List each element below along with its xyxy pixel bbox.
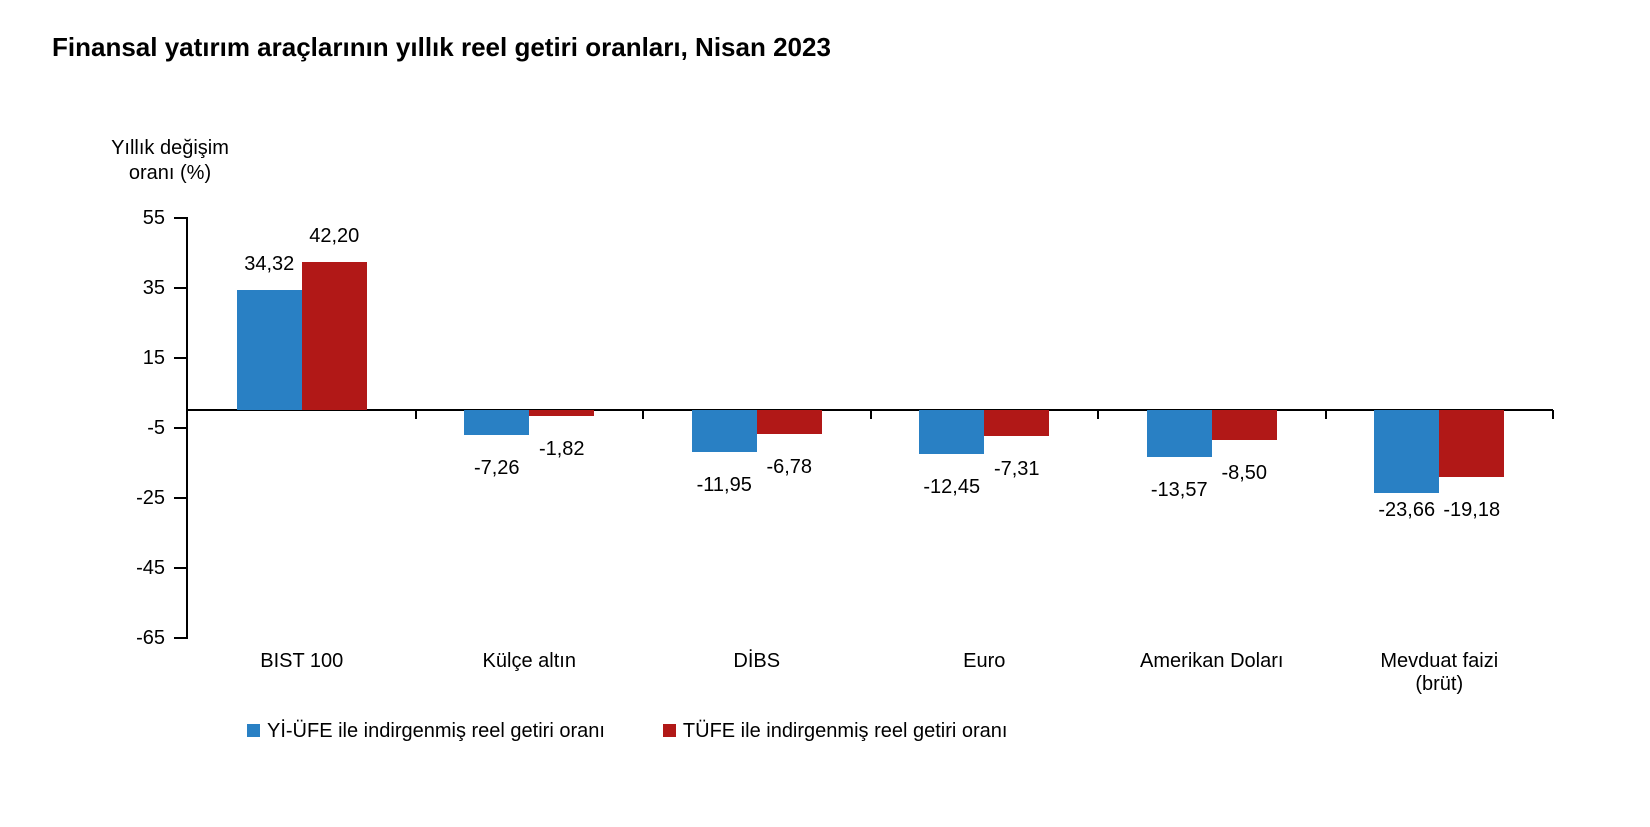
- legend-item-yiufe: Yİ-ÜFE ile indirgenmiş reel getiri oranı: [247, 719, 605, 743]
- legend-item-tufe: TÜFE ile indirgenmiş reel getiri oranı: [662, 719, 1008, 743]
- chart-title: Finansal yatırım araçlarının yıllık reel…: [52, 32, 831, 62]
- category-label: Euro: [963, 650, 1006, 672]
- x-axis-tick: [869, 410, 872, 419]
- x-axis-tick: [1324, 410, 1327, 419]
- y-axis-tick-label: -25: [136, 486, 165, 509]
- value-label: -7,31: [993, 457, 1040, 480]
- value-label: -8,50: [1221, 461, 1268, 484]
- bar-yiufe: [919, 410, 985, 454]
- y-axis-line: [186, 216, 188, 639]
- x-axis-tick: [1552, 410, 1554, 419]
- value-label: -6,78: [766, 455, 813, 478]
- value-label: -23,66: [1378, 498, 1436, 521]
- value-label: -7,26: [473, 457, 520, 480]
- category-label: Mevduat faizi (brüt): [1380, 650, 1499, 695]
- category-label: Amerikan Doları: [1140, 650, 1284, 672]
- bar-yiufe: [464, 410, 530, 436]
- bar-tufe: [1211, 410, 1277, 440]
- value-label: -12,45: [923, 475, 981, 498]
- y-axis-tick: [174, 636, 186, 639]
- legend-label-yiufe: Yİ-ÜFE ile indirgenmiş reel getiri oranı: [267, 720, 605, 742]
- y-axis-tick-label: 15: [142, 346, 165, 369]
- legend-label-tufe: TÜFE ile indirgenmiş reel getiri oranı: [682, 720, 1008, 742]
- value-label: 42,20: [309, 225, 360, 248]
- y-axis-tick: [174, 566, 186, 569]
- x-axis-tick: [1097, 410, 1099, 419]
- y-axis-tick-label: 55: [142, 206, 165, 229]
- category-label: DİBS: [733, 650, 781, 672]
- y-axis-tick: [174, 496, 186, 499]
- y-axis-tick-label: 35: [142, 276, 165, 299]
- bar-yiufe: [1146, 410, 1212, 458]
- y-axis-tick-label: -65: [136, 626, 165, 649]
- legend: Yİ-ÜFE ile indirgenmiş reel getiri oranı…: [247, 719, 1007, 743]
- y-axis-tick: [174, 286, 186, 289]
- bar-tufe: [529, 410, 595, 417]
- bar-tufe: [301, 262, 367, 410]
- value-label: -19,18: [1443, 499, 1501, 522]
- y-axis-title: Yıllık değişim oranı (%): [111, 137, 229, 184]
- bar-yiufe: [691, 410, 757, 452]
- bar-yiufe: [236, 289, 302, 410]
- bar-tufe: [1439, 410, 1505, 478]
- category-label: Külçe altın: [482, 650, 576, 672]
- value-label: -13,57: [1150, 479, 1208, 502]
- y-axis-tick-label: -45: [136, 556, 165, 579]
- bar-tufe: [984, 410, 1050, 436]
- value-label: -11,95: [696, 473, 752, 496]
- y-axis-tick: [174, 426, 186, 429]
- x-axis-tick: [414, 410, 417, 419]
- legend-swatch-red-icon: [662, 724, 676, 737]
- category-label: BIST 100: [260, 650, 344, 672]
- bar-tufe: [756, 410, 822, 434]
- bar-yiufe: [1374, 410, 1440, 493]
- value-label: 34,32: [244, 252, 295, 275]
- y-axis-tick: [174, 216, 186, 219]
- value-label: -1,82: [538, 438, 585, 461]
- y-axis-tick-label: -5: [147, 416, 165, 439]
- y-axis-tick: [174, 356, 186, 359]
- legend-swatch-blue-icon: [247, 724, 260, 737]
- x-axis-tick: [642, 410, 644, 419]
